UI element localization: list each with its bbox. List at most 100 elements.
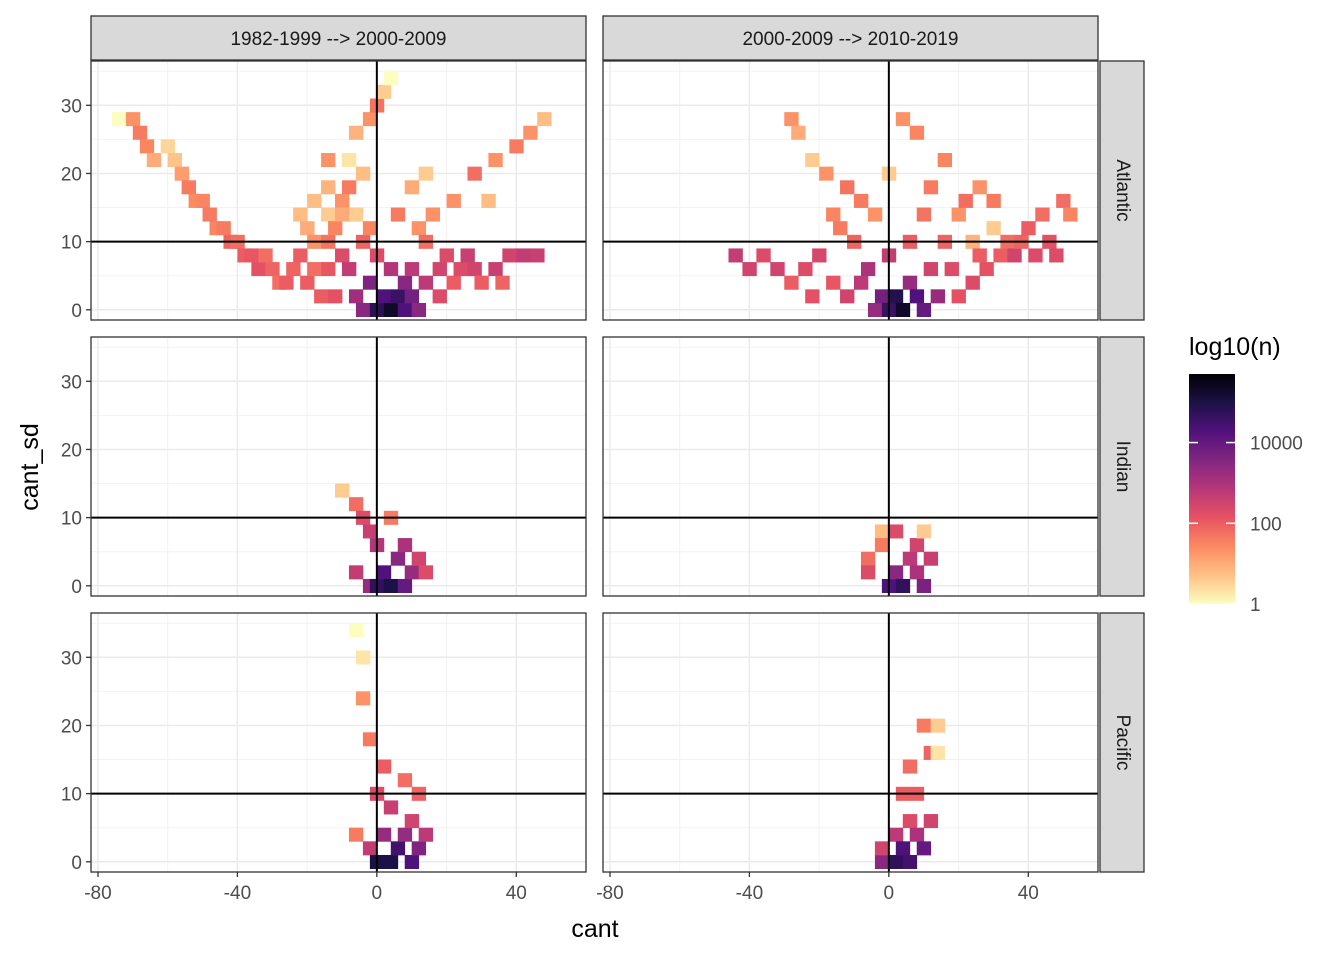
heatmap-cell	[418, 565, 434, 580]
heatmap-cell	[986, 193, 1001, 208]
heatmap-cell	[923, 814, 939, 829]
heatmap-cell	[502, 248, 517, 263]
heatmap-cell	[432, 262, 447, 277]
heatmap-cell	[328, 289, 343, 304]
heatmap-cell	[341, 180, 357, 195]
y-tick-label: 20	[61, 716, 82, 737]
heatmap-cell	[404, 565, 420, 580]
heatmap-cell	[397, 538, 413, 553]
heatmap-cell	[376, 827, 392, 842]
heatmap-cell	[467, 262, 482, 277]
panel-border	[602, 612, 1099, 873]
heatmap-cell	[537, 112, 552, 127]
heatmap-cell	[244, 248, 259, 263]
panel-background	[603, 337, 1098, 596]
heatmap-cell	[488, 153, 503, 168]
heatmap-cell	[446, 193, 461, 208]
heatmap-cell	[383, 854, 399, 869]
heatmap-cell	[986, 221, 1001, 236]
heatmap-cell	[397, 275, 413, 290]
legend-title: log10(n)	[1189, 333, 1281, 361]
heatmap-cell	[923, 180, 939, 195]
heatmap-cell	[860, 551, 876, 566]
heatmap-cell	[139, 139, 155, 154]
heatmap-cell	[895, 112, 911, 127]
heatmap-cell	[251, 262, 266, 277]
heatmap-cell	[895, 302, 911, 317]
heatmap-cell	[404, 262, 420, 277]
strip-label: Indian	[1112, 441, 1133, 493]
heatmap-cell	[1049, 248, 1064, 263]
y-tick-label: 0	[71, 853, 82, 874]
strip-background	[1099, 612, 1145, 873]
heatmap-cell	[335, 248, 350, 263]
column-strip-2: 2000-2009 --> 2010-2019	[602, 15, 1099, 61]
heatmap-cell	[348, 289, 364, 304]
heatmap-cell	[202, 207, 217, 222]
heatmap-cell	[860, 262, 876, 277]
heatmap-cell	[916, 207, 932, 222]
heatmap-cell	[362, 732, 378, 747]
heatmap-cell	[937, 153, 952, 168]
heatmap-cell	[146, 153, 162, 168]
heatmap-cell	[348, 623, 364, 638]
heatmap-cell	[1063, 207, 1078, 222]
x-tick-label: 0	[884, 883, 895, 904]
heatmap-cell	[125, 112, 141, 127]
heatmap-cell	[439, 248, 454, 263]
heatmap-cell	[362, 524, 378, 539]
heatmap-cell	[307, 193, 322, 208]
heatmap-cell	[321, 153, 336, 168]
heatmap-cell	[874, 538, 890, 553]
heatmap-cell	[784, 112, 799, 127]
heatmap-cell	[348, 125, 364, 140]
heatmap-cell	[888, 289, 904, 304]
row-strip-atlantic: Atlantic	[1099, 60, 1145, 321]
heatmap-cell	[348, 565, 364, 580]
heatmap-cell	[321, 180, 336, 195]
heatmap-cell	[867, 302, 883, 317]
heatmap-cell	[805, 289, 820, 304]
heatmap-cell	[348, 827, 364, 842]
heatmap-cell	[840, 180, 855, 195]
heatmap-cell	[909, 125, 925, 140]
heatmap-cell	[902, 551, 918, 566]
heatmap-cell	[909, 538, 925, 553]
heatmap-cell	[902, 275, 918, 290]
heatmap-cell	[411, 221, 427, 236]
y-tick-label: 10	[61, 785, 82, 806]
strip-background	[90, 15, 587, 61]
heatmap-cell	[951, 207, 966, 222]
strips-layer: 1982-1999 --> 2000-2009 2000-2009 --> 201…	[90, 15, 1145, 873]
heatmap-cell	[258, 248, 273, 263]
heatmap-cell	[195, 193, 210, 208]
strip-label: Pacific	[1112, 715, 1133, 771]
heatmap-cell	[348, 497, 364, 512]
heatmap-cell	[167, 153, 183, 168]
heatmap-cell	[418, 166, 434, 181]
strip-background	[1099, 336, 1145, 597]
heatmap-cell	[300, 221, 315, 236]
heatmap-cell	[286, 262, 301, 277]
x-tick-label: -80	[84, 883, 111, 904]
heatmap-cell	[300, 275, 315, 290]
heatmap-cell	[958, 193, 973, 208]
heatmap-cell	[509, 139, 524, 154]
row-strip-pacific: Pacific	[1099, 612, 1145, 873]
x-tick-label: 0	[372, 883, 383, 904]
heatmap-cell	[411, 302, 427, 317]
heatmap-cell	[874, 289, 890, 304]
heatmap-cell	[784, 275, 799, 290]
heatmap-cell	[951, 289, 966, 304]
heatmap-cell	[390, 551, 406, 566]
panel-border	[90, 60, 587, 321]
legend-tick-label: 100	[1250, 514, 1282, 535]
heatmap-cell	[1056, 193, 1071, 208]
heatmap-cell	[293, 207, 308, 222]
strip-background	[1099, 60, 1145, 321]
heatmap-cell	[132, 125, 148, 140]
x-tick-label: -80	[596, 883, 623, 904]
heatmap-cell	[314, 289, 329, 304]
heatmap-cell	[826, 207, 841, 222]
heatmap-cell	[791, 125, 806, 140]
